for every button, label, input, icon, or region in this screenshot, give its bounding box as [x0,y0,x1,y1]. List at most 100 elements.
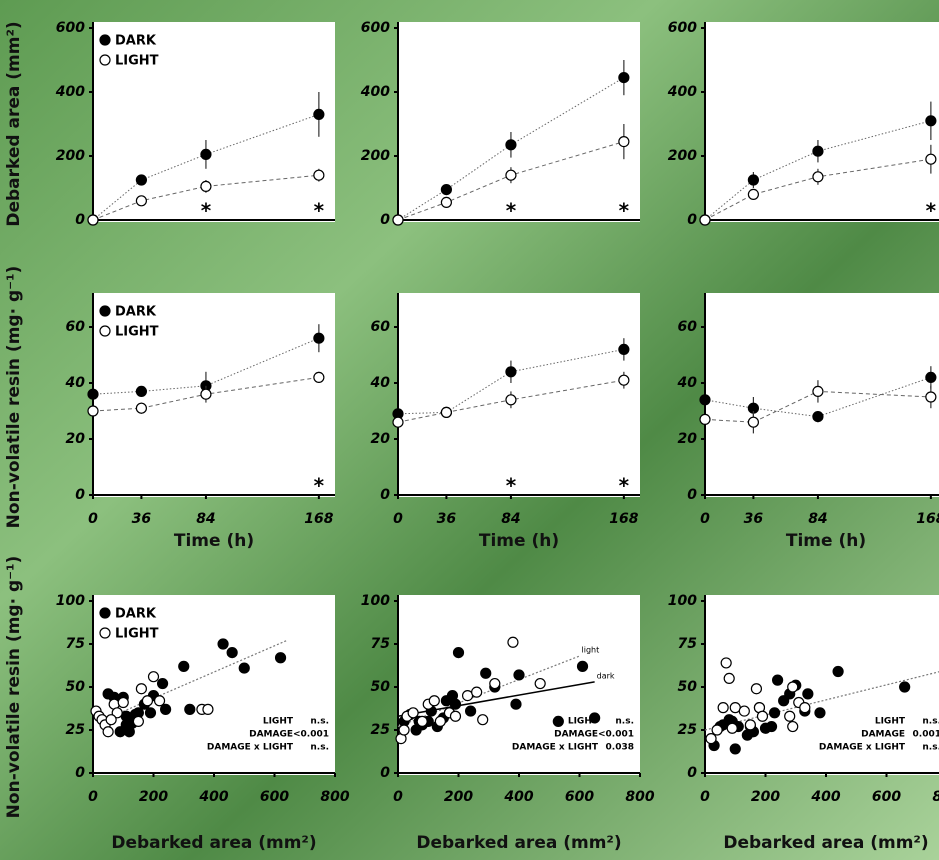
y-tick-label: 400 [360,84,390,100]
point [200,388,212,400]
x-axis-label: Debarked area (mm²) [111,833,316,853]
x-tick-label: 800 [320,789,349,805]
point [313,108,325,121]
point [738,705,750,717]
point [117,696,129,709]
y-tick-label: 400 [55,84,85,100]
y-tick-label: 0 [75,765,85,781]
y-tick-label: 100 [668,593,697,609]
significance-mark: * [201,199,212,223]
point [135,385,147,397]
legend-marker [99,325,111,337]
point [440,406,452,418]
x-tick-label: 0 [88,511,98,527]
fit-label: dark [597,671,615,680]
stat-value: n.s. [922,717,939,727]
point [750,683,763,695]
point [552,715,564,728]
point [477,714,489,726]
point [534,677,546,690]
point [313,332,325,344]
x-axis-label: Time (h) [479,531,559,551]
y-axis-label: Non-volatile resin (mg· g⁻¹) [4,556,24,819]
point [452,646,465,659]
y-tick-label: 50 [678,679,698,695]
x-tick-label: 0 [700,511,710,527]
y-tick-label: 100 [56,593,85,609]
legend-label: LIGHT [115,627,159,642]
point [717,702,729,714]
series-line [92,376,319,412]
significance-mark: * [926,199,937,223]
y-tick-label: 60 [66,319,86,335]
point [428,695,440,707]
point [618,343,630,355]
y-tick-label: 75 [371,636,391,652]
x-tick-label: 0 [393,511,403,527]
plot-area [93,595,335,775]
series-line [704,120,931,221]
point [747,416,760,428]
series-line [397,77,625,221]
point [471,686,483,698]
significance-mark: * [619,474,630,498]
point [510,698,522,710]
stat-value: n.s. [922,743,939,753]
plot-area [705,22,939,222]
point [135,402,147,414]
y-tick-label: 60 [371,319,391,335]
x-tick-label: 36 [437,511,457,527]
y-tick-label: 75 [66,636,86,652]
point [87,214,99,226]
y-tick-label: 0 [687,212,697,228]
y-tick-label: 0 [687,487,697,503]
legend-marker [99,607,111,619]
x-tick-label: 0 [88,789,98,805]
legend-marker [99,34,111,46]
series-line [704,376,932,418]
y-tick-label: 20 [66,431,86,447]
point [812,411,824,423]
point [899,681,911,693]
y-tick-label: 0 [687,765,697,781]
y-tick-label: 25 [678,722,698,738]
x-tick-label: 168 [304,511,333,527]
stat-term: DAMAGE x LIGHT [819,743,906,753]
point [812,385,824,397]
plot-area [398,293,640,497]
y-tick-label: 25 [371,722,391,738]
stat-value: <0.001 [293,730,329,740]
point [812,171,824,183]
point [513,669,525,681]
point [925,115,937,127]
significance-mark: * [314,199,325,223]
point [711,724,723,736]
point [184,703,196,715]
point [589,712,601,724]
series-line [704,390,931,423]
stat-value: n.s. [310,743,329,753]
x-tick-label: 84 [808,511,827,527]
point [699,394,711,406]
point [699,413,711,425]
x-tick-label: 0 [700,789,710,805]
point [505,394,517,406]
y-tick-label: 40 [677,375,698,391]
legend-label: DARK [115,607,157,622]
point [925,391,937,403]
point [747,174,760,186]
legend-label: LIGHT [115,54,159,69]
x-tick-label: 600 [260,789,289,805]
stat-value: n.s. [310,717,329,727]
point [771,674,784,686]
point [799,702,811,714]
point [449,710,462,722]
point [618,374,630,386]
point [87,388,99,400]
plot-area [398,22,640,222]
y-tick-label: 600 [668,20,697,36]
x-tick-label: 600 [872,789,901,805]
point [200,180,212,192]
point [505,139,517,151]
